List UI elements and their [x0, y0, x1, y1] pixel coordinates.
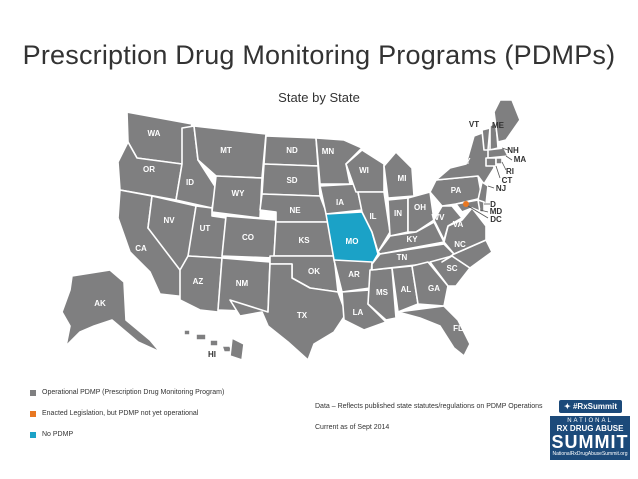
state-ri[interactable] — [495, 157, 503, 165]
state-mi[interactable] — [383, 151, 415, 199]
legend-item-no-pdmp: No PDMP — [30, 430, 224, 439]
state-de[interactable] — [477, 199, 485, 213]
label-tn: TN — [397, 253, 408, 262]
bird-icon: ✦ — [564, 402, 573, 411]
label-ma: MA — [514, 155, 527, 164]
legend-swatch-enacted — [30, 410, 36, 417]
state-hi[interactable] — [183, 329, 245, 361]
label-la: LA — [353, 308, 364, 317]
legend-label-no-pdmp: No PDMP — [42, 431, 74, 438]
state-ga[interactable] — [411, 261, 449, 307]
logo-line-rx: RX DRUG ABUSE — [556, 424, 624, 433]
state-oh[interactable] — [407, 191, 435, 233]
label-hi: HI — [208, 350, 216, 359]
hashtag-text: #RxSummit — [572, 402, 617, 411]
label-wy: WY — [232, 189, 246, 198]
label-me: ME — [492, 121, 505, 130]
label-oh: OH — [414, 203, 426, 212]
label-ct: CT — [502, 176, 513, 185]
label-ne: NE — [289, 206, 301, 215]
state-wi[interactable] — [345, 149, 385, 193]
label-ar: AR — [348, 270, 360, 279]
label-ky: KY — [406, 235, 418, 244]
data-source-note: Data – Reflects published state statutes… — [315, 403, 543, 410]
data-notes: Data – Reflects published state statutes… — [315, 403, 543, 445]
logo-line-url: NationalRxDrugAbuseSummit.org — [552, 451, 628, 457]
label-de: D — [490, 200, 496, 209]
label-va: VA — [453, 220, 464, 229]
state-ct[interactable] — [485, 157, 497, 167]
page-title: Prescription Drug Monitoring Programs (P… — [22, 40, 616, 70]
label-mi: MI — [398, 174, 407, 183]
label-ms: MS — [376, 288, 389, 297]
label-nh: NH — [507, 146, 519, 155]
label-nd: ND — [286, 146, 298, 155]
legend-swatch-operational — [30, 389, 36, 396]
label-sc: SC — [446, 264, 457, 273]
legend-item-enacted: Enacted Legislation, but PDMP not yet op… — [30, 409, 224, 418]
label-in: IN — [394, 209, 402, 218]
label-dc: DC — [490, 215, 502, 224]
label-wi: WI — [359, 166, 369, 175]
label-ut: UT — [200, 224, 211, 233]
legend-label-enacted: Enacted Legislation, but PDMP not yet op… — [42, 410, 199, 417]
state-ma[interactable] — [487, 147, 509, 159]
label-ga: GA — [428, 284, 440, 293]
state-md[interactable] — [455, 199, 483, 213]
label-sd: SD — [286, 176, 297, 185]
label-ca: CA — [135, 244, 147, 253]
label-vt: VT — [469, 120, 479, 129]
label-tx: TX — [297, 311, 308, 320]
label-mn: MN — [322, 147, 335, 156]
label-ok: OK — [308, 267, 320, 276]
label-pa: PA — [451, 186, 462, 195]
state-ak[interactable] — [61, 269, 161, 353]
label-or: OR — [143, 165, 155, 174]
label-fl: FL — [453, 324, 463, 333]
label-ri: RI — [506, 167, 514, 176]
label-ny: NY — [459, 157, 471, 166]
state-tx[interactable] — [229, 263, 347, 361]
label-il: IL — [369, 212, 376, 221]
label-al: AL — [401, 285, 412, 294]
label-nc: NC — [454, 240, 466, 249]
label-co: CO — [242, 233, 254, 242]
label-ia: IA — [336, 198, 344, 207]
summit-logo: NATIONAL RX DRUG ABUSE SUMMIT NationalRx… — [550, 416, 630, 460]
label-wv: WV — [432, 213, 446, 222]
label-md: MD — [490, 207, 503, 216]
label-wa: WA — [148, 129, 161, 138]
label-mo: MO — [346, 237, 359, 246]
map-legend: Operational PDMP (Prescription Drug Moni… — [30, 388, 224, 451]
state-dc-marker — [463, 201, 469, 207]
logo-line-national: NATIONAL — [567, 418, 613, 424]
currency-note: Current as of Sept 2014 — [315, 424, 390, 431]
logo-line-summit: SUMMIT — [551, 432, 629, 452]
state-fl[interactable] — [397, 305, 471, 357]
map-subtitle: State by State — [278, 90, 360, 105]
state-me[interactable] — [493, 99, 521, 143]
label-id: ID — [186, 178, 194, 187]
label-mt: MT — [220, 146, 232, 155]
label-az: AZ — [193, 277, 204, 286]
state-vt[interactable] — [481, 127, 491, 151]
legend-item-operational: Operational PDMP (Prescription Drug Moni… — [30, 388, 224, 397]
legend-swatch-no-pdmp — [30, 431, 36, 438]
label-ak: AK — [94, 299, 106, 308]
label-nm: NM — [236, 279, 249, 288]
legend-label-operational: Operational PDMP (Prescription Drug Moni… — [42, 389, 225, 396]
summit-badge: ✦ #RxSummit NATIONAL RX DRUG ABUSE SUMMI… — [550, 400, 630, 472]
label-nj: NJ — [496, 184, 506, 193]
hashtag-badge: ✦ #RxSummit — [559, 400, 622, 413]
label-ks: KS — [298, 236, 310, 245]
label-nv: NV — [163, 216, 175, 225]
